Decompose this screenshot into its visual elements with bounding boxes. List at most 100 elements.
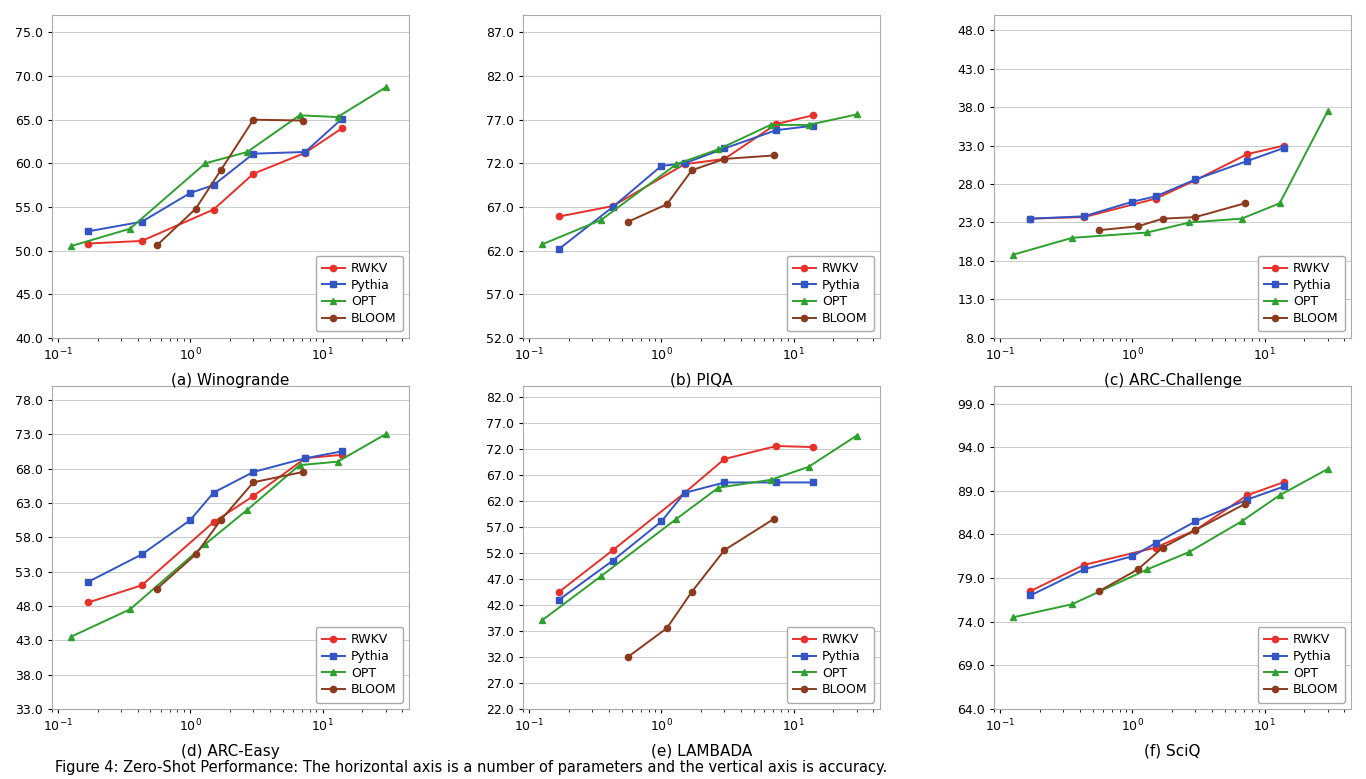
BLOOM xyxy=(766,514,783,523)
OPT xyxy=(848,431,865,440)
OPT xyxy=(1005,612,1022,622)
Line: RWKV: RWKV xyxy=(1027,479,1287,594)
Text: (d) ARC-Easy: (d) ARC-Easy xyxy=(182,744,280,759)
Pythia xyxy=(716,478,732,487)
RWKV xyxy=(245,169,261,178)
RWKV xyxy=(205,517,221,527)
Line: OPT: OPT xyxy=(1009,108,1330,258)
OPT xyxy=(1182,218,1198,227)
Pythia xyxy=(1124,197,1141,206)
RWKV xyxy=(81,239,97,249)
RWKV xyxy=(205,205,221,214)
RWKV xyxy=(296,148,313,157)
Line: RWKV: RWKV xyxy=(556,112,816,220)
RWKV xyxy=(605,201,622,210)
OPT xyxy=(800,462,817,471)
Pythia xyxy=(653,516,669,526)
RWKV xyxy=(1187,175,1203,185)
OPT xyxy=(63,241,79,251)
Pythia xyxy=(205,181,221,190)
Pythia xyxy=(1022,214,1038,224)
OPT xyxy=(848,110,865,119)
RWKV xyxy=(1076,213,1093,222)
BLOOM xyxy=(213,516,229,525)
BLOOM xyxy=(620,217,637,227)
RWKV xyxy=(1239,491,1255,500)
OPT xyxy=(1272,491,1288,500)
Pythia xyxy=(296,147,313,157)
BLOOM xyxy=(1091,587,1108,596)
BLOOM xyxy=(766,151,783,160)
RWKV xyxy=(1187,525,1203,534)
OPT xyxy=(710,145,727,154)
OPT xyxy=(377,429,393,439)
RWKV xyxy=(716,454,732,464)
RWKV xyxy=(676,488,693,498)
Legend: RWKV, Pythia, OPT, BLOOM: RWKV, Pythia, OPT, BLOOM xyxy=(1258,627,1344,703)
OPT xyxy=(1139,565,1156,574)
Pythia xyxy=(205,488,221,497)
Line: BLOOM: BLOOM xyxy=(154,117,306,249)
Line: RWKV: RWKV xyxy=(1027,143,1287,222)
Line: Pythia: Pythia xyxy=(85,448,346,585)
OPT xyxy=(197,159,213,168)
OPT xyxy=(1064,600,1081,609)
Pythia xyxy=(296,453,313,463)
OPT xyxy=(1320,107,1336,116)
OPT xyxy=(1005,250,1022,259)
Pythia xyxy=(1076,212,1093,221)
OPT xyxy=(534,240,550,249)
Pythia xyxy=(1147,192,1164,201)
OPT xyxy=(1064,233,1081,242)
Pythia xyxy=(81,227,97,236)
RWKV xyxy=(768,119,784,129)
BLOOM xyxy=(245,115,261,125)
Line: OPT: OPT xyxy=(68,431,389,640)
Pythia xyxy=(1022,590,1038,600)
BLOOM xyxy=(295,467,311,477)
Pythia xyxy=(653,161,669,171)
Pythia xyxy=(805,478,821,487)
OPT xyxy=(329,457,346,467)
RWKV xyxy=(1147,543,1164,552)
Text: (c) ARC-Challenge: (c) ARC-Challenge xyxy=(1104,373,1242,388)
Line: Pythia: Pythia xyxy=(556,479,816,603)
Line: RWKV: RWKV xyxy=(85,125,346,247)
OPT xyxy=(377,83,393,92)
OPT xyxy=(668,160,684,169)
RWKV xyxy=(1276,141,1292,150)
Line: BLOOM: BLOOM xyxy=(624,153,777,225)
Legend: RWKV, Pythia, OPT, BLOOM: RWKV, Pythia, OPT, BLOOM xyxy=(316,256,403,332)
OPT xyxy=(197,539,213,548)
Pythia xyxy=(605,203,622,212)
Pythia xyxy=(182,189,198,198)
Pythia xyxy=(81,577,97,587)
Pythia xyxy=(1076,565,1093,574)
Pythia xyxy=(550,595,567,605)
OPT xyxy=(239,147,255,157)
Pythia xyxy=(676,488,693,498)
Text: Figure 4: Zero-Shot Performance: The horizontal axis is a number of parameters a: Figure 4: Zero-Shot Performance: The hor… xyxy=(55,760,887,775)
OPT xyxy=(1139,227,1156,237)
Pythia xyxy=(245,149,261,158)
BLOOM xyxy=(683,587,699,597)
BLOOM xyxy=(295,116,311,125)
Line: Pythia: Pythia xyxy=(1027,145,1287,222)
BLOOM xyxy=(187,550,204,559)
OPT xyxy=(63,632,79,641)
RWKV xyxy=(1076,560,1093,569)
Legend: RWKV, Pythia, OPT, BLOOM: RWKV, Pythia, OPT, BLOOM xyxy=(787,627,874,703)
OPT xyxy=(800,120,817,129)
RWKV xyxy=(333,450,350,460)
BLOOM xyxy=(245,478,261,487)
BLOOM xyxy=(187,204,204,213)
RWKV xyxy=(1276,478,1292,487)
OPT xyxy=(762,475,779,485)
BLOOM xyxy=(1236,499,1253,509)
OPT xyxy=(329,112,346,122)
RWKV xyxy=(134,580,150,590)
Pythia xyxy=(550,244,567,253)
Pythia xyxy=(1239,157,1255,166)
OPT xyxy=(239,505,255,514)
BLOOM xyxy=(149,241,165,250)
